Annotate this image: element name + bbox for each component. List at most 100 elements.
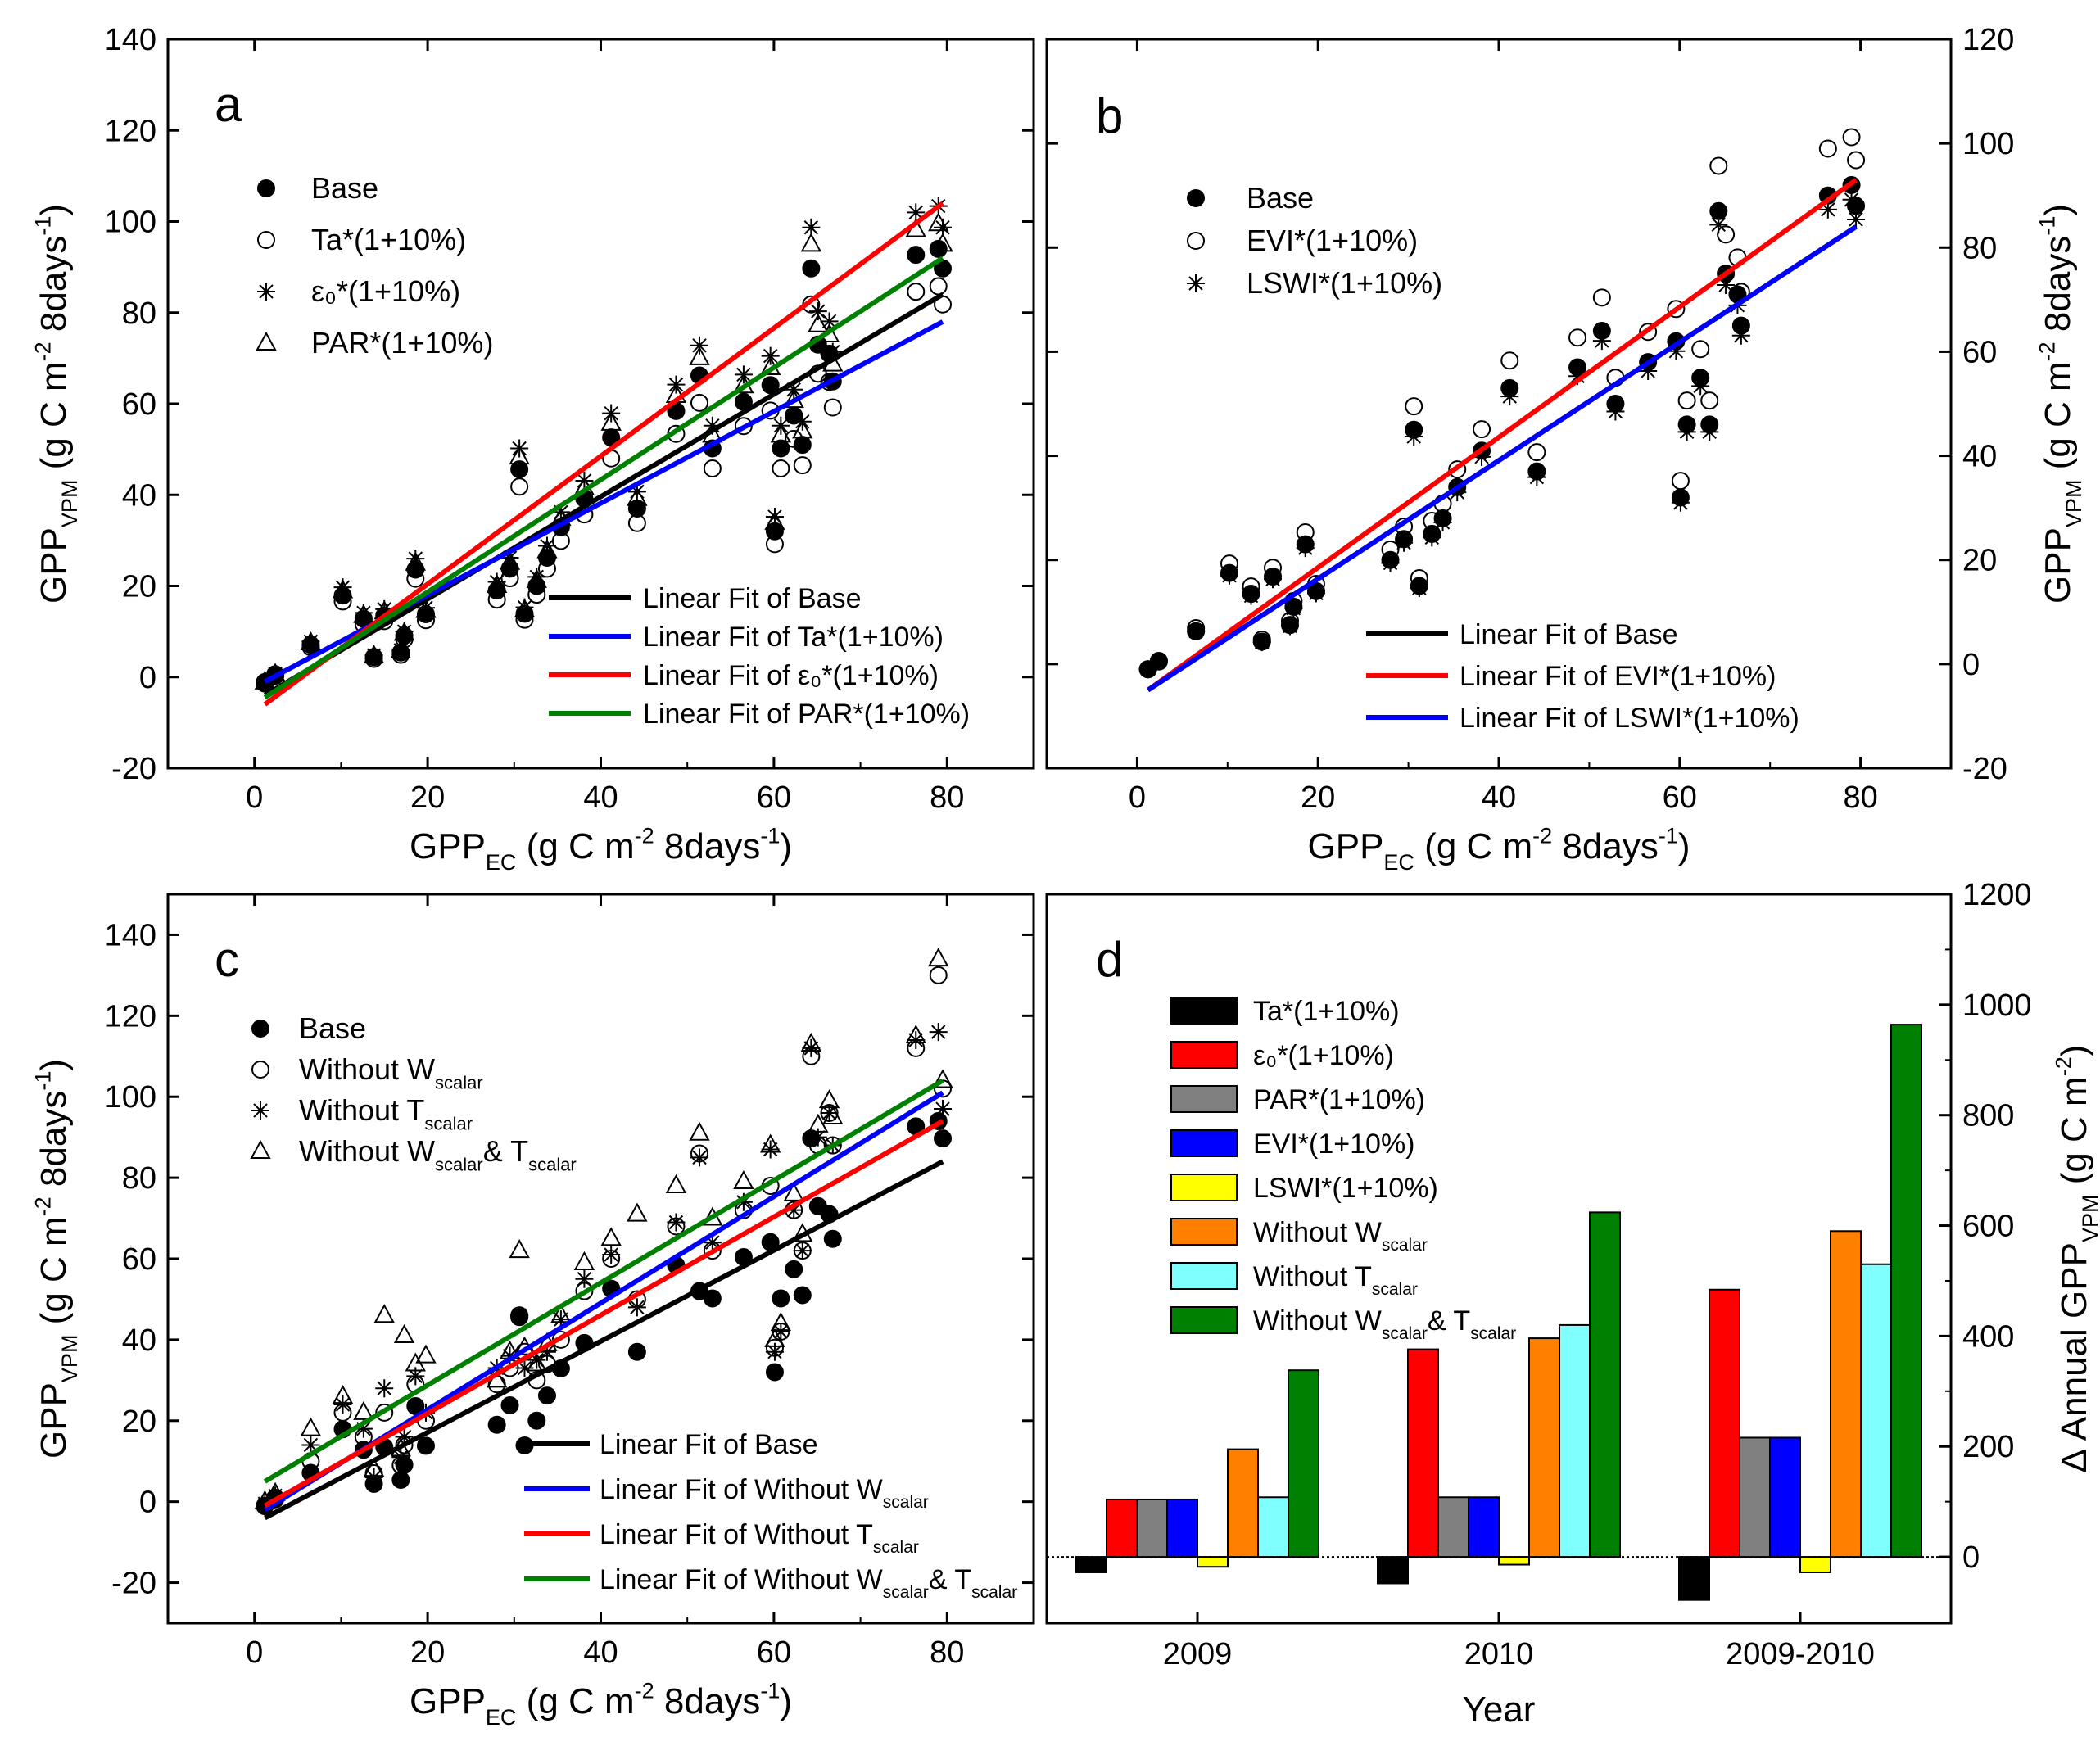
panel-label: c [215,932,239,987]
data-point [772,1323,790,1341]
fit-legend-label-part: Linear Fit of PAR*(1+10%) [643,699,970,730]
y-axis-title-part: VPM [57,1335,82,1383]
y-tick-label: 20 [1962,544,1997,578]
data-point [364,1468,383,1486]
legend-label-part: Base [1247,181,1314,215]
data-point [934,218,953,237]
bar [1589,1211,1621,1558]
y-tick-label: -20 [111,1567,156,1601]
data-point [785,1201,803,1219]
bar [1407,1348,1439,1558]
y-tick-label: 120 [105,999,156,1034]
data-point [256,673,274,692]
data-point [1500,387,1519,406]
legend-label-part: Without W [1253,1305,1382,1337]
data-point [1473,420,1491,439]
bar [1257,1496,1289,1558]
data-point [689,1121,710,1141]
data-point [405,551,426,571]
y-tick-label: 0 [139,661,156,695]
legend-swatch [1170,1129,1238,1157]
legend-label: Base [311,171,378,205]
data-point [907,246,926,265]
data-point [907,203,926,222]
data-point [1606,402,1625,421]
y-axis-title: GPPVPM (g C m-2 8days-1) [31,204,83,604]
y-tick-label: 600 [1962,1210,2014,1244]
data-point [808,1113,829,1133]
legend-label: PAR*(1+10%) [311,326,493,360]
data-point [1284,599,1303,617]
legend-label-part: Base [299,1011,366,1045]
x-axis-title-part: EC [486,1705,517,1730]
data-point [1639,361,1658,380]
data-point [536,539,558,559]
legend-label: Without Wscalar [299,1052,483,1093]
y-tick-label: 80 [122,296,156,331]
data-point [808,1128,827,1147]
legend-label-part: Base [311,171,378,205]
data-point [765,1363,784,1382]
fit-legend-label-part: scalar [971,1583,1017,1602]
data-point [395,1427,414,1446]
data-point [665,1174,687,1193]
legend-swatch [1170,1306,1238,1334]
legend-marker [257,231,275,249]
fit-line [263,201,944,707]
y-axis-title-part: 8days [34,1091,74,1197]
data-point [537,1342,556,1361]
data-point [499,550,521,570]
data-point [929,966,948,984]
data-point [354,1419,373,1438]
x-axis-title-part: GPP [410,1681,486,1721]
y-tick-label: 100 [105,206,156,240]
data-point [551,503,570,522]
y-axis-title-part: -1 [31,1071,56,1091]
legend-label: Without Tscalar [1253,1261,1418,1299]
data-point [510,477,529,496]
data-point [1381,554,1400,572]
y-axis-title-part: (g C m [2038,361,2078,479]
bar [1437,1496,1469,1558]
data-point [689,346,710,365]
bar [1678,1556,1710,1601]
data-point [375,599,394,618]
legend-label: Without Wscalar& Tscalar [1253,1305,1516,1343]
data-point [487,572,506,591]
legend-label-part: scalar [424,1114,473,1134]
x-axis-title-part: ) [1678,826,1690,866]
x-tick-label: 60 [757,1635,791,1670]
y-axis-title-part: -2 [31,1196,56,1216]
fit-line [263,1159,944,1521]
x-axis-title-part: ) [780,826,792,866]
fit-legend-label: Linear Fit of ε₀*(1+10%) [643,660,939,691]
bar [1075,1556,1107,1573]
bar [1197,1556,1229,1568]
y-tick-label: 120 [1962,23,2014,57]
data-point [1306,584,1325,603]
data-point [333,578,352,597]
legend-label-part: Ta*(1+10%) [1253,996,1400,1027]
data-point [1405,427,1423,446]
data-point [575,472,594,491]
x-axis-title-part: 8days [654,1681,761,1721]
data-point [527,568,546,586]
data-point [703,459,722,477]
x-tick-label: 40 [583,780,618,815]
y-axis-title-part: 8days [34,236,74,342]
data-point [364,646,383,665]
data-point [627,482,646,501]
y-axis-title-part: ) [2054,1045,2094,1057]
data-point [1709,156,1728,175]
data-point [487,1415,506,1434]
x-axis-title: Year [1463,1689,1536,1730]
y-tick-label: 800 [1962,1099,2014,1133]
fit-line [263,256,944,700]
data-point [1731,326,1750,345]
y-tick-label: 40 [122,1323,156,1358]
y-tick-label: 60 [122,1242,156,1277]
legend-label-part: & T [483,1134,528,1168]
bar [1528,1337,1560,1558]
x-axis-title-part: -1 [760,824,780,848]
legend-label-part: scalar [435,1073,483,1093]
